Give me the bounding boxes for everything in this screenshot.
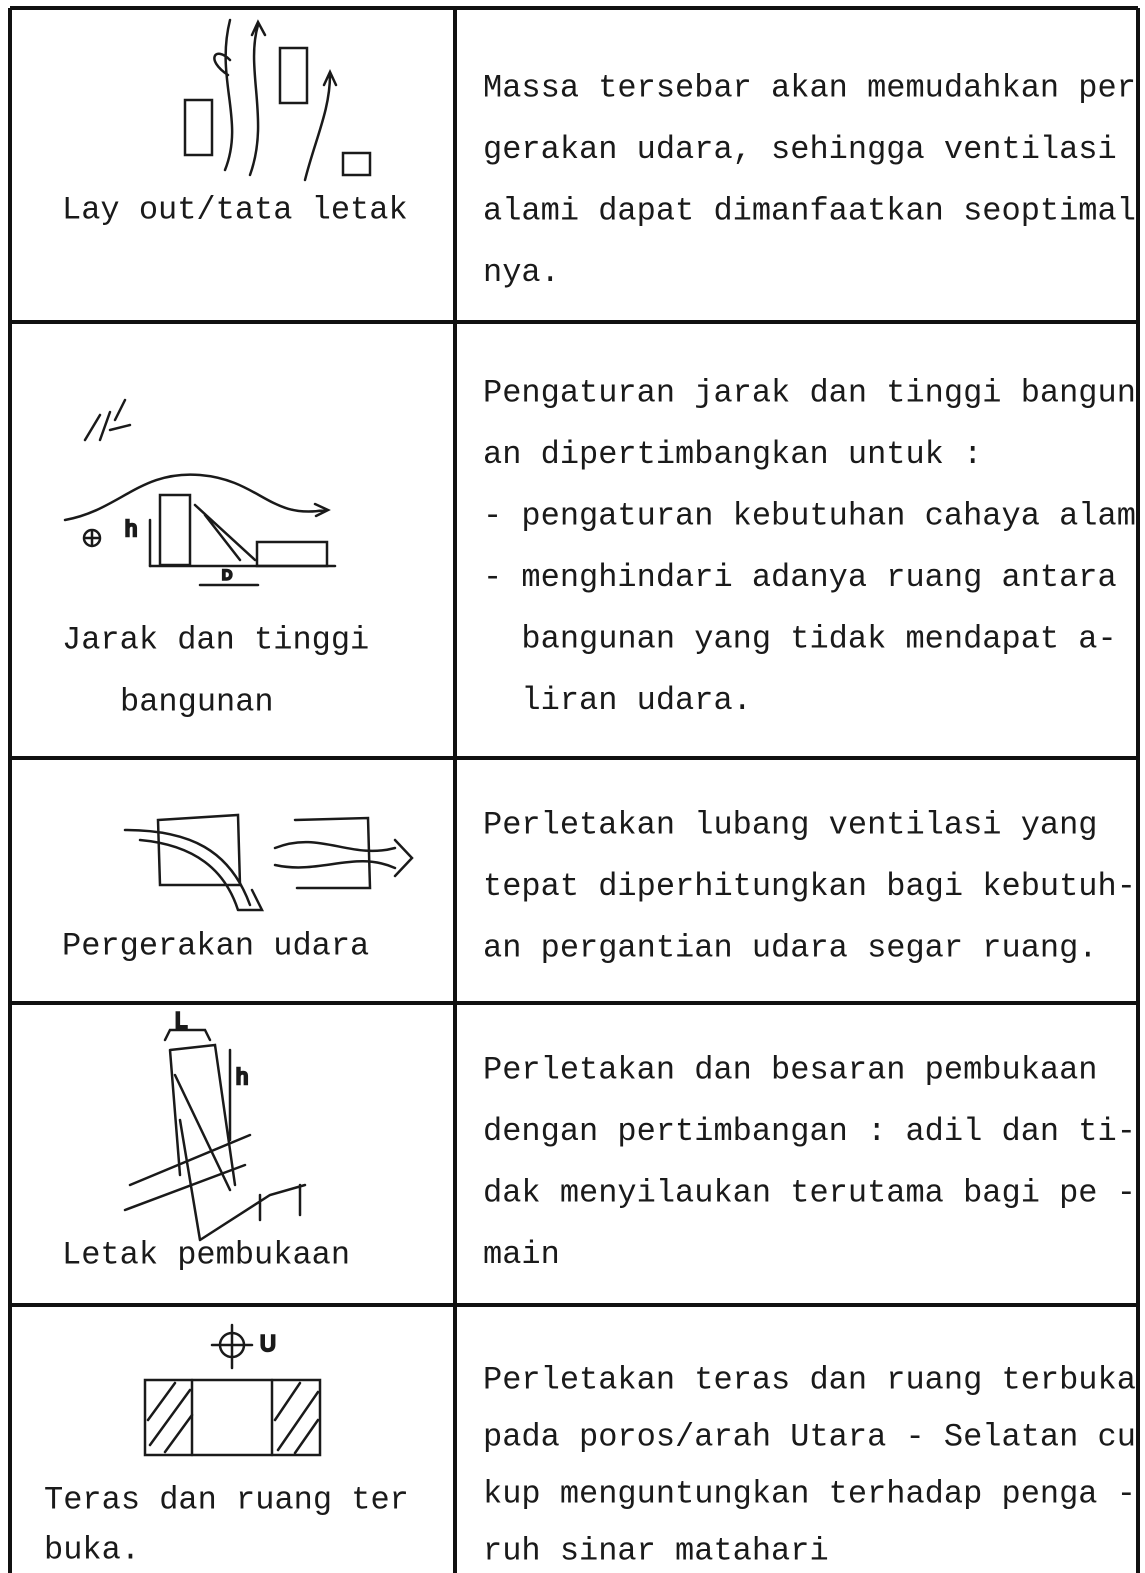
caption-line: Lay out/tata letak (62, 191, 408, 228)
sketch-label: U (260, 1331, 276, 1356)
description-line: Massa tersebar akan memudahkan per (483, 69, 1136, 106)
description-line: Perletakan lubang ventilasi yang (483, 806, 1098, 843)
description-line: - menghindari adanya ruang antara (483, 559, 1117, 596)
description-line: an dipertimbangkan untuk : (483, 436, 982, 473)
caption-line: Letak pembukaan (62, 1236, 350, 1273)
sketch-label: L (175, 1008, 187, 1033)
caption-line: Pergerakan udara (62, 927, 369, 964)
description-line: dak menyilaukan terutama bagi pe - (483, 1174, 1136, 1211)
caption-line: buka. (44, 1531, 140, 1568)
description-line: an pergantian udara segar ruang. (483, 929, 1098, 966)
sketch-airflow (123, 813, 414, 912)
description-line: nya. (483, 254, 560, 291)
description-line: dengan pertimbangan : adil dan ti- (483, 1113, 1136, 1150)
sketch-terrace: U (143, 1323, 322, 1457)
description-line: alami dapat dimanfaatkan seoptimal (483, 192, 1136, 229)
description-line: Pengaturan jarak dan tinggi bangun (483, 374, 1136, 411)
description-line: kup menguntungkan terhadap penga - (483, 1475, 1136, 1512)
sketch-label: D (222, 567, 232, 583)
description-line: liran udara. (483, 682, 752, 719)
sketch-label: h (236, 1064, 248, 1089)
sketch-label: h (125, 516, 137, 541)
description-line: ruh sinar matahari (483, 1532, 829, 1569)
sketch-layout (183, 18, 372, 182)
caption-line: bangunan (120, 683, 274, 720)
description-line: gerakan udara, sehingga ventilasi (483, 131, 1117, 168)
description-line: - pengaturan kebutuhan cahaya alam (483, 497, 1136, 534)
sketch-distance: h D (63, 398, 337, 587)
description-line: pada poros/arah Utara - Selatan cu (483, 1418, 1136, 1455)
description-line: bangunan yang tidak mendapat a- (483, 620, 1117, 657)
table-grid (8, 6, 1140, 1573)
description-line: Perletakan dan besaran pembukaan (483, 1051, 1098, 1088)
description-line: Perletakan teras dan ruang terbuka (483, 1361, 1136, 1398)
description-line: tepat diperhitungkan bagi kebutuh- (483, 868, 1136, 905)
caption-line: Jarak dan tinggi (62, 621, 369, 658)
sketch-opening: L h (123, 1007, 307, 1242)
caption-line: Teras dan ruang ter (44, 1481, 409, 1518)
description-line: main (483, 1236, 560, 1273)
